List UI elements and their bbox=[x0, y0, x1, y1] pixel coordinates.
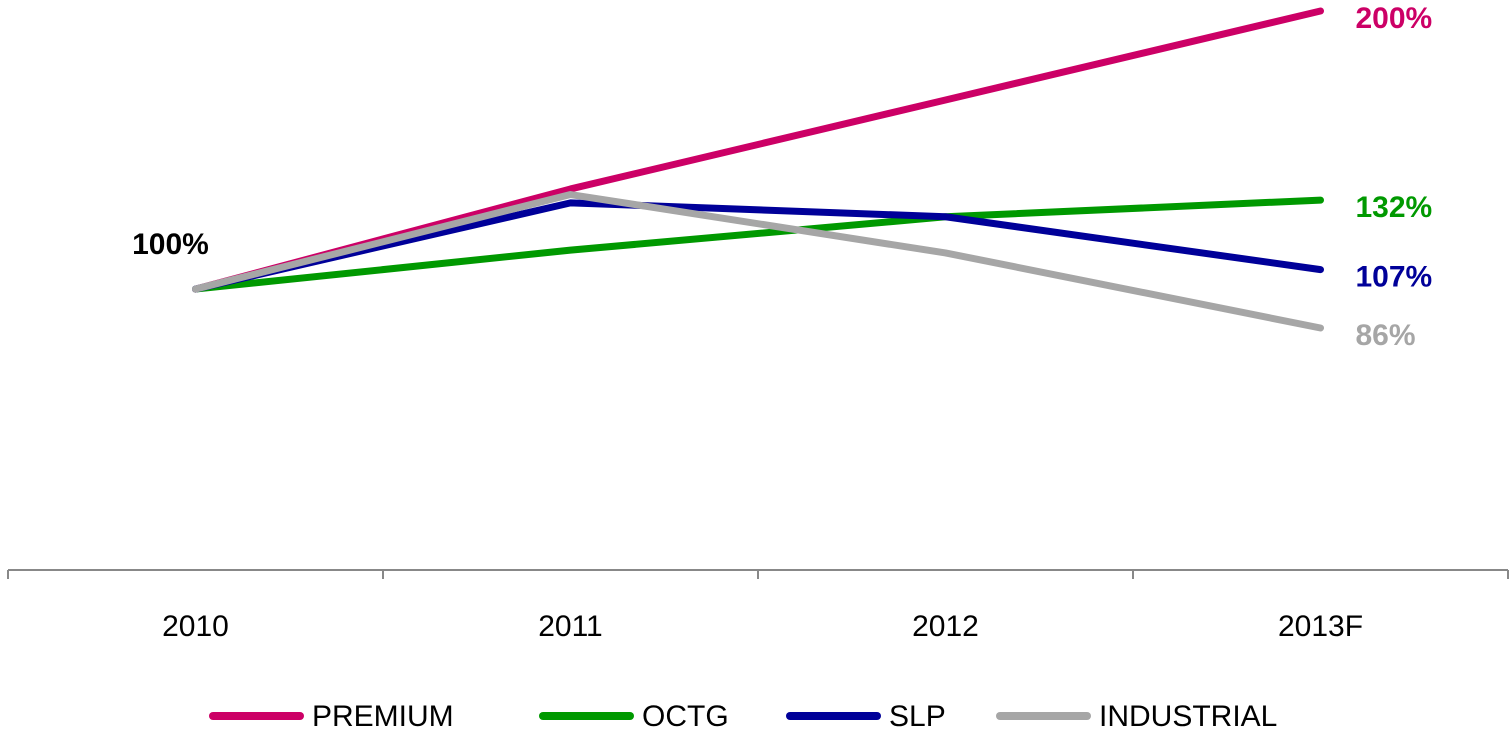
value-label: 86% bbox=[1356, 319, 1416, 352]
series-line bbox=[192, 196, 1324, 293]
value-label: 107% bbox=[1356, 261, 1433, 294]
value-label: 200% bbox=[1356, 2, 1433, 35]
legend-label: INDUSTRIAL bbox=[1099, 700, 1277, 733]
x-tick-label: 2011 bbox=[538, 610, 603, 643]
legend-label: OCTG bbox=[642, 700, 729, 733]
x-tick-label: 2012 bbox=[912, 610, 979, 643]
x-tick-label: 2013F bbox=[1278, 610, 1363, 643]
value-label: 132% bbox=[1356, 191, 1433, 224]
legend-label: SLP bbox=[889, 700, 946, 733]
legend-label: PREMIUM bbox=[312, 700, 454, 733]
series-line bbox=[192, 199, 1324, 293]
value-label: 100% bbox=[132, 228, 209, 261]
series-line bbox=[192, 191, 1324, 332]
x-tick-label: 2010 bbox=[162, 610, 229, 643]
